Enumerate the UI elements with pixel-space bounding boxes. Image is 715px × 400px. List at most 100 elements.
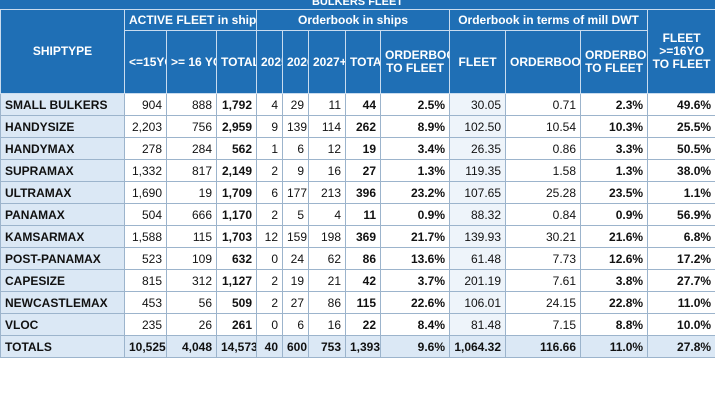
cell-2027: 16	[308, 159, 346, 182]
cell-total: 509	[216, 291, 257, 314]
cell-ob-to-fleet: 3.7%	[379, 269, 451, 292]
cell-ob-total: 1,393	[345, 335, 381, 358]
cell-ob-to-fleet: 3.4%	[379, 137, 451, 160]
cell-dwt-orderbook: 0.84	[505, 203, 582, 226]
table-row: PANAMAX 504 666 1,170 2 5 4 11 0.9% 88.32 0.84 0.9%…	[0, 203, 715, 226]
cell-dwt-fleet: 201.19	[449, 269, 507, 292]
cell-shiptype: ULTRAMAX	[0, 181, 125, 204]
cell-shiptype: TOTALS	[0, 335, 125, 358]
cell-2026: 19	[282, 269, 309, 292]
cell-total: 1,127	[216, 269, 257, 292]
cell-2025: 2	[256, 203, 283, 226]
cell-2026: 9	[282, 159, 309, 182]
cell-dwt-orderbook: 25.28	[505, 181, 582, 204]
cell-ge16: 888	[166, 93, 217, 116]
cell-dwt-ob-to-fleet: 21.6%	[580, 225, 649, 248]
cell-dwt-fleet: 81.48	[449, 313, 507, 336]
header-total: TOTAL	[216, 30, 257, 94]
cell-ob-to-fleet: 13.6%	[379, 247, 451, 270]
cell-dwt-fleet: 1,064.32	[449, 335, 507, 358]
cell-2027: 86	[308, 291, 346, 314]
cell-ob-to-fleet: 23.2%	[379, 181, 451, 204]
header-le15: <=15YO	[124, 30, 167, 94]
cell-fleet-16yo: 10.0%	[647, 313, 715, 336]
cell-dwt-ob-to-fleet: 22.8%	[580, 291, 649, 314]
cell-total: 1,703	[216, 225, 257, 248]
cell-le15: 1,588	[124, 225, 167, 248]
cell-dwt-fleet: 107.65	[449, 181, 507, 204]
cell-fleet-16yo: 27.8%	[647, 335, 715, 358]
cell-dwt-ob-to-fleet: 23.5%	[580, 181, 649, 204]
cell-dwt-ob-to-fleet: 0.9%	[580, 203, 649, 226]
cell-ob-total: 396	[345, 181, 381, 204]
cell-2025: 9	[256, 115, 283, 138]
cell-2027: 114	[308, 115, 346, 138]
cell-2025: 0	[256, 247, 283, 270]
cell-2025: 1	[256, 137, 283, 160]
cell-shiptype: CAPESIZE	[0, 269, 125, 292]
cell-ge16: 26	[166, 313, 217, 336]
cell-ob-to-fleet: 21.7%	[379, 225, 451, 248]
cell-2026: 6	[282, 313, 309, 336]
header-dwt-ob-to-fleet: ORDERBOOK TO FLEET	[580, 30, 649, 94]
cell-le15: 504	[124, 203, 167, 226]
cell-2025: 2	[256, 269, 283, 292]
cell-fleet-16yo: 38.0%	[647, 159, 715, 182]
cell-fleet-16yo: 27.7%	[647, 269, 715, 292]
cell-fleet-16yo: 49.6%	[647, 93, 715, 116]
cell-ob-total: 44	[345, 93, 381, 116]
cell-2027: 62	[308, 247, 346, 270]
table-row: NEWCASTLEMAX 453 56 509 2 27 86 115 22.6% 106.01 2…	[0, 291, 715, 314]
cell-2026: 24	[282, 247, 309, 270]
cell-dwt-ob-to-fleet: 3.3%	[580, 137, 649, 160]
table-row: CAPESIZE 815 312 1,127 2 19 21 42 3.7% 201.19 7.61…	[0, 269, 715, 292]
cell-ob-to-fleet: 8.9%	[379, 115, 451, 138]
header-dwt-fleet: FLEET	[449, 30, 507, 94]
cell-dwt-orderbook: 7.15	[505, 313, 582, 336]
header-2026: 2026	[282, 30, 309, 94]
cell-total: 2,149	[216, 159, 257, 182]
cell-ge16: 284	[166, 137, 217, 160]
cell-ob-to-fleet: 0.9%	[379, 203, 451, 226]
header-ge16: >= 16 YO	[166, 30, 217, 94]
header-ob-to-fleet: ORDERBOOK TO FLEET	[379, 30, 451, 94]
cell-2026: 29	[282, 93, 309, 116]
cell-le15: 10,525	[124, 335, 167, 358]
cell-le15: 453	[124, 291, 167, 314]
cell-total: 2,959	[216, 115, 257, 138]
cell-ge16: 19	[166, 181, 217, 204]
header-ob-total: TOTAL	[345, 30, 381, 94]
cell-2027: 21	[308, 269, 346, 292]
cell-le15: 904	[124, 93, 167, 116]
cell-2027: 753	[308, 335, 346, 358]
cell-dwt-fleet: 102.50	[449, 115, 507, 138]
cell-ge16: 56	[166, 291, 217, 314]
cell-dwt-fleet: 88.32	[449, 203, 507, 226]
cell-dwt-ob-to-fleet: 10.3%	[580, 115, 649, 138]
header-orderbook-dwt: Orderbook in terms of mill DWT	[449, 9, 649, 31]
cell-le15: 2,203	[124, 115, 167, 138]
cell-fleet-16yo: 25.5%	[647, 115, 715, 138]
cell-dwt-orderbook: 116.66	[505, 335, 582, 358]
cell-total: 1,170	[216, 203, 257, 226]
cell-ge16: 115	[166, 225, 217, 248]
cell-2027: 198	[308, 225, 346, 248]
cell-dwt-fleet: 139.93	[449, 225, 507, 248]
cell-2027: 4	[308, 203, 346, 226]
cell-2026: 6	[282, 137, 309, 160]
cell-total: 632	[216, 247, 257, 270]
bulkers-fleet-table: SHIPTYPE ACTIVE FLEET in ships Orderbook…	[0, 9, 715, 358]
cell-2027: 16	[308, 313, 346, 336]
cell-total: 562	[216, 137, 257, 160]
header-2027: 2027+	[308, 30, 346, 94]
totals-row: TOTALS 10,525 4,048 14,573 40 600 753 1,393 9.6%…	[0, 335, 715, 358]
cell-2025: 2	[256, 159, 283, 182]
table-row: SUPRAMAX 1,332 817 2,149 2 9 16 27 1.3% 119.35 1.5…	[0, 159, 715, 182]
header-2025: 2025	[256, 30, 283, 94]
cell-ob-total: 11	[345, 203, 381, 226]
cell-ge16: 4,048	[166, 335, 217, 358]
cell-dwt-fleet: 26.35	[449, 137, 507, 160]
header-dwt-orderbook: ORDERBOOK	[505, 30, 582, 94]
cell-fleet-16yo: 50.5%	[647, 137, 715, 160]
